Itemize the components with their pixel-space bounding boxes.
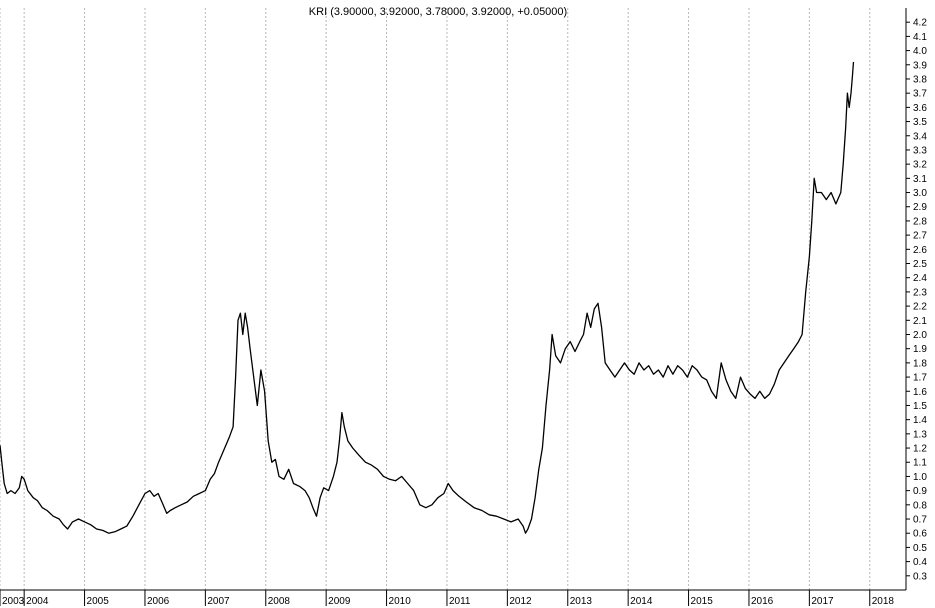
x-tick-label: 2010: [389, 596, 412, 607]
y-tick-label: 0.3: [913, 571, 927, 582]
x-tick-label: 2008: [268, 596, 291, 607]
x-tick-label: 2011: [449, 596, 471, 607]
y-tick-label: 1.8: [913, 358, 927, 369]
y-tick-label: 0.5: [913, 543, 927, 554]
x-tick-label: 2015: [691, 596, 714, 607]
x-tick-label: 2009: [328, 596, 351, 607]
y-tick-label: 1.0: [913, 472, 927, 483]
y-tick-label: 1.7: [913, 373, 927, 384]
y-tick-label: 2.8: [913, 216, 927, 227]
x-tick-label: 2006: [147, 596, 170, 607]
y-tick-label: 2.6: [913, 245, 927, 256]
y-tick-label: 2.9: [913, 202, 927, 213]
x-tick-label: 2005: [87, 596, 110, 607]
x-tick-label: 2016: [751, 596, 774, 607]
y-tick-label: 2.1: [913, 316, 927, 327]
y-tick-label: 3.3: [913, 145, 927, 156]
y-tick-label: 1.9: [913, 344, 927, 355]
series-line: [0, 61, 855, 534]
y-tick-label: 3.4: [913, 131, 927, 142]
y-tick-label: 3.7: [913, 89, 927, 100]
y-tick-label: 2.7: [913, 231, 927, 242]
y-tick-label: 1.5: [913, 401, 927, 412]
y-tick-label: 4.1: [913, 32, 927, 43]
price-series: [0, 61, 855, 534]
vertical-gridlines: [0, 8, 871, 590]
y-tick-label: 2.5: [913, 259, 927, 270]
y-tick-label: 3.6: [913, 103, 927, 114]
y-tick-label: 1.3: [913, 429, 927, 440]
y-tick-label: 0.6: [913, 529, 927, 540]
x-tick-label: 2018: [872, 596, 895, 607]
y-tick-label: 1.4: [913, 415, 927, 426]
y-axis-ticks: 0.3 0.4 0.5 0.6 0.7 0.8 0.9 1.0 1.1 1.2 1.3 1.4 1.5 1…: [906, 18, 927, 582]
x-axis-ticks: 2003 2004 2005 2006 2007 2008 2009 2010 2011 2012…: [0, 590, 894, 607]
y-tick-label: 0.9: [913, 486, 927, 497]
x-tick-label: 2014: [630, 596, 653, 607]
x-tick-label: 2003: [2, 596, 25, 607]
x-tick-label: 2012: [509, 596, 532, 607]
y-tick-label: 1.2: [913, 444, 927, 455]
y-tick-label: 3.5: [913, 117, 927, 128]
y-tick-label: 0.8: [913, 500, 927, 511]
x-tick-label: 2004: [26, 596, 49, 607]
y-tick-label: 2.2: [913, 302, 927, 313]
y-tick-label: 2.0: [913, 330, 927, 341]
x-tick-label: 2017: [811, 596, 834, 607]
chart-title: KRI (3.90000, 3.92000, 3.78000, 3.92000,…: [309, 6, 567, 18]
y-tick-label: 2.4: [913, 273, 927, 284]
y-tick-label: 2.3: [913, 287, 927, 298]
y-tick-label: 3.1: [913, 174, 927, 185]
y-tick-label: 0.4: [913, 557, 927, 568]
y-tick-label: 0.7: [913, 515, 927, 526]
y-tick-label: 4.0: [913, 46, 927, 57]
y-tick-label: 3.2: [913, 160, 927, 171]
y-tick-label: 3.8: [913, 74, 927, 85]
y-tick-label: 1.6: [913, 387, 927, 398]
y-tick-label: 3.9: [913, 60, 927, 71]
x-tick-label: 2013: [570, 596, 593, 607]
y-tick-label: 1.1: [913, 458, 927, 469]
x-tick-label: 2007: [207, 596, 230, 607]
y-tick-label: 3.0: [913, 188, 927, 199]
y-tick-label: 4.2: [913, 18, 927, 29]
